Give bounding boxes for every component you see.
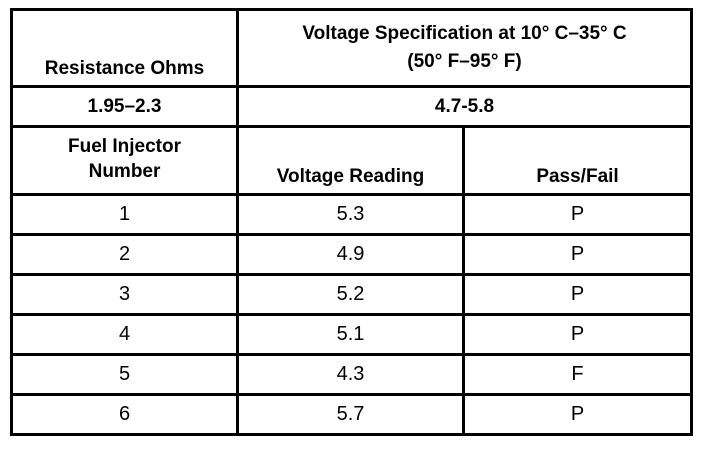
header-row: Resistance Ohms Voltage Specification at… [10, 8, 694, 88]
data-cell: P [461, 313, 694, 356]
data-cell: 5.1 [236, 313, 465, 356]
data-cell: 4.3 [236, 353, 465, 396]
data-row: 4 5.1 P [10, 313, 694, 356]
data-row: 3 5.2 P [10, 273, 694, 316]
data-cell: 4 [10, 313, 239, 356]
header-text: Voltage Specification at 10° C–35° C [302, 23, 627, 45]
column-header-row: Fuel Injector Number Voltage Reading Pas… [10, 125, 694, 196]
data-cell: 6 [10, 393, 239, 436]
header-text: Resistance Ohms [44, 58, 205, 80]
data-row: 1 5.3 P [10, 193, 694, 236]
header-cell: Resistance Ohms [10, 8, 239, 88]
data-cell: 2 [10, 233, 239, 276]
data-row: 2 4.9 P [10, 233, 694, 276]
data-cell: P [461, 193, 694, 236]
data-cell: P [461, 393, 694, 436]
column-header: Pass/Fail [461, 125, 694, 196]
spec-row: 1.95–2.3 4.7-5.8 [10, 85, 694, 128]
data-cell: 5.2 [236, 273, 465, 316]
data-cell: 3 [10, 273, 239, 316]
spec-cell: 4.7-5.8 [235, 85, 694, 128]
data-row: 6 5.7 P [10, 393, 694, 436]
column-header: Fuel Injector Number [10, 125, 239, 196]
data-row: 5 4.3 F [10, 353, 694, 396]
data-cell: 5.7 [236, 393, 465, 436]
spec-cell: 1.95–2.3 [10, 85, 239, 128]
data-cell: F [461, 353, 694, 396]
data-cell: P [461, 273, 694, 316]
spec-table: Resistance Ohms Voltage Specification at… [10, 8, 694, 436]
header-cell: Voltage Specification at 10° C–35° C (50… [235, 8, 694, 88]
data-cell: 1 [10, 193, 239, 236]
header-text: (50° F–95° F) [407, 51, 522, 72]
data-cell: P [461, 233, 694, 276]
data-cell: 5 [10, 353, 239, 396]
column-header-text: Fuel Injector Number [68, 136, 181, 183]
column-header: Voltage Reading [236, 125, 465, 196]
data-cell: 5.3 [236, 193, 465, 236]
data-cell: 4.9 [236, 233, 465, 276]
